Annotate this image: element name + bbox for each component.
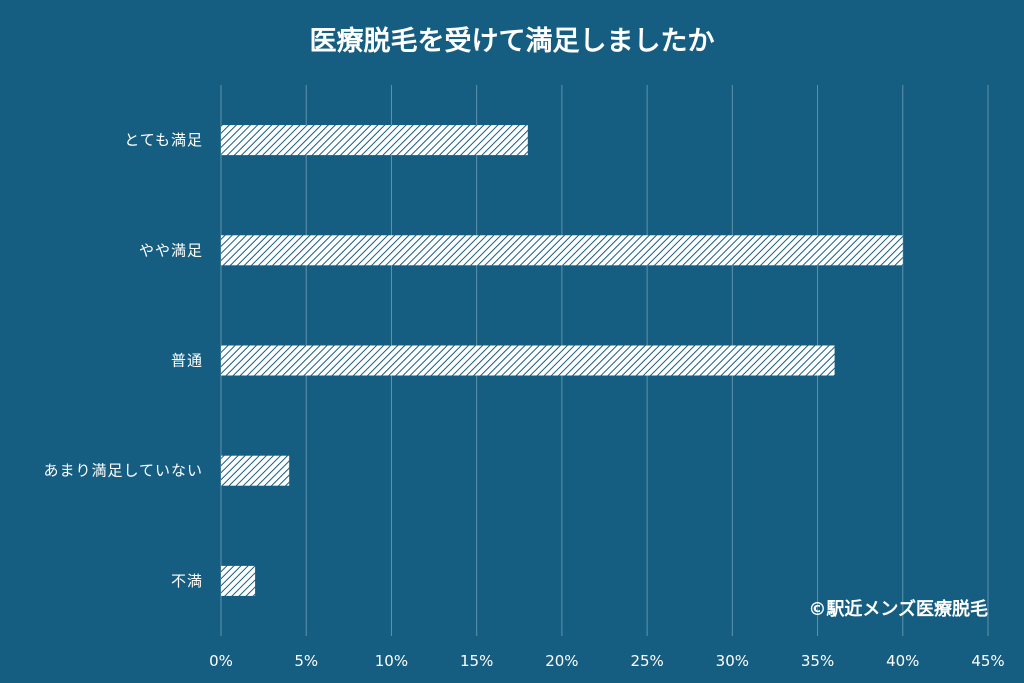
- category-label-4: 不満: [171, 572, 203, 590]
- credit-text: ©駅近メンズ医療脱毛: [808, 598, 988, 620]
- x-tick-label-25: 25%: [630, 652, 663, 670]
- x-tick-label-0: 0%: [209, 652, 233, 670]
- x-axis-tick-labels: 0% 5% 10% 15% 20% 25% 30% 35% 40% 45%: [209, 652, 1005, 670]
- x-tick-label-20: 20%: [545, 652, 578, 670]
- x-tick-label-5: 5%: [294, 652, 318, 670]
- category-label-3: あまり満足していない: [43, 462, 203, 480]
- x-tick-label-15: 15%: [460, 652, 493, 670]
- bar-3: [221, 455, 290, 486]
- x-tick-label-40: 40%: [886, 652, 919, 670]
- x-tick-label-45: 45%: [971, 652, 1004, 670]
- category-label-1: やや満足: [139, 241, 203, 259]
- x-tick-label-10: 10%: [375, 652, 408, 670]
- bars: [221, 125, 903, 596]
- category-label-0: とても満足: [124, 131, 203, 149]
- bar-2: [221, 345, 835, 376]
- bar-1: [221, 235, 903, 266]
- category-label-2: 普通: [171, 352, 203, 370]
- bar-4: [221, 565, 256, 596]
- x-tick-label-30: 30%: [716, 652, 749, 670]
- chart-title: 医療脱毛を受けて満足しましたか: [310, 25, 715, 57]
- x-tick-label-35: 35%: [801, 652, 834, 670]
- bar-0: [221, 125, 528, 156]
